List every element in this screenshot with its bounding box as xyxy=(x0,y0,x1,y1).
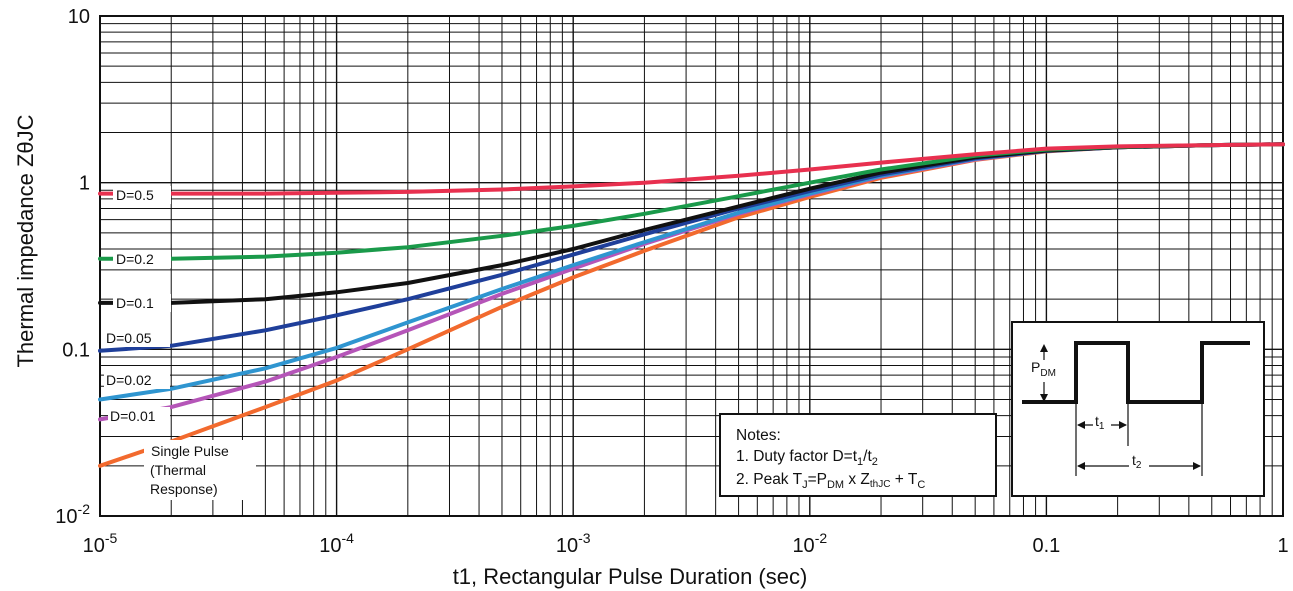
series-line-d-0-2 xyxy=(98,142,1285,261)
notes-box: Notes: 1. Duty factor D=t1/t2 2. Peak TJ… xyxy=(719,413,997,497)
series-group xyxy=(98,142,1285,468)
series-labels: D=0.5 D=0.2 D=0.1 D=0.05 D=0.02 D=0.01 S… xyxy=(104,186,256,500)
y-axis-label: Thermal impedance ZθJC xyxy=(13,114,38,367)
inset-pdm-label: PDM xyxy=(1031,359,1056,379)
series-line-d-0-1 xyxy=(98,142,1285,305)
x-tick-label: 10-5 xyxy=(83,530,118,557)
x-tick-label: 10-3 xyxy=(556,530,591,557)
label-d005: D=0.05 xyxy=(106,330,152,346)
series-line-d-0-05 xyxy=(98,142,1285,353)
y-tick-labels: 10 1 0.1 10-2 xyxy=(55,6,90,528)
label-d01: D=0.1 xyxy=(116,295,154,311)
label-d002: D=0.02 xyxy=(106,372,152,388)
inset-t2-label: t2 xyxy=(1132,452,1142,471)
pulse-waveform xyxy=(1022,341,1250,404)
x-tick-label: 1 xyxy=(1277,535,1288,557)
x-tick-labels: 10-5 10-4 10-3 10-2 0.1 1 xyxy=(83,530,1289,557)
x-tick-label: 0.1 xyxy=(1032,535,1060,557)
y-tick-label: 0.1 xyxy=(62,339,90,361)
x-tick-label: 10-4 xyxy=(319,530,354,557)
notes-title: Notes: xyxy=(736,427,781,444)
label-single-pulse-1: Single Pulse xyxy=(151,443,229,459)
pulse-waveform-inset: PDM t1 t2 xyxy=(1011,321,1265,497)
label-d05: D=0.5 xyxy=(116,187,154,203)
label-d001: D=0.01 xyxy=(110,408,156,424)
note-1: 1. Duty factor D=t1/t2 xyxy=(736,448,878,468)
x-axis-label: t1, Rectangular Pulse Duration (sec) xyxy=(453,564,808,589)
inset-t1-label: t1 xyxy=(1095,413,1105,432)
y-tick-label: 10 xyxy=(68,6,90,28)
label-d02: D=0.2 xyxy=(116,251,154,267)
y-tick-label: 1 xyxy=(79,173,90,195)
label-single-pulse-2: (Thermal xyxy=(150,462,206,478)
note-2: 2. Peak TJ=PDM x ZthJC + TC xyxy=(736,471,925,491)
x-tick-label: 10-2 xyxy=(792,530,827,557)
plot-frame xyxy=(99,15,1284,517)
label-single-pulse-3: Response) xyxy=(150,481,218,497)
series-line-d-0-5 xyxy=(98,142,1285,196)
y-tick-label: 10-2 xyxy=(55,501,90,528)
